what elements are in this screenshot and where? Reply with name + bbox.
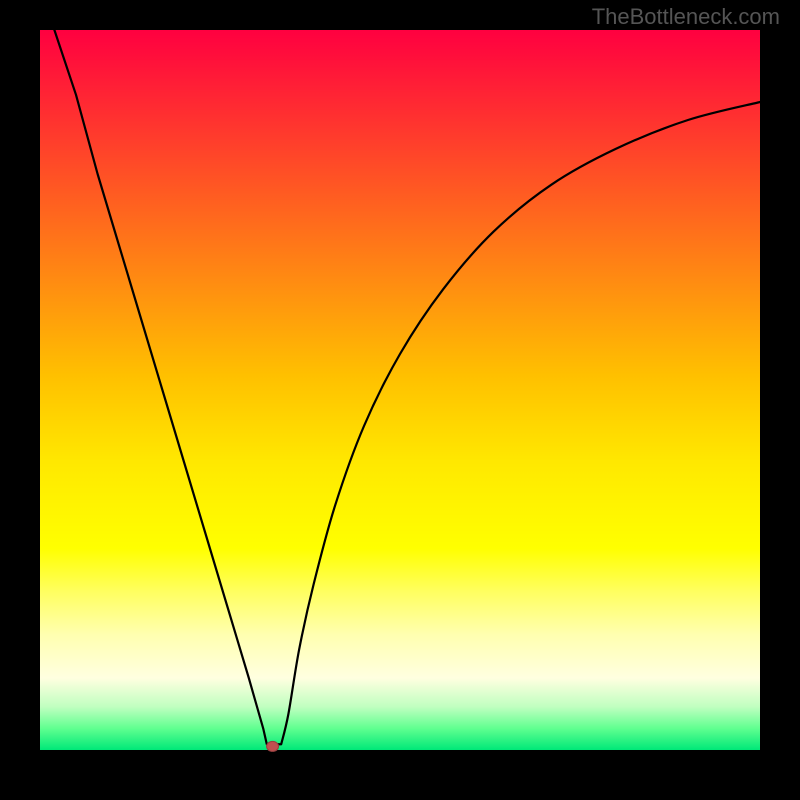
bottleneck-chart [0,0,800,800]
watermark-text: TheBottleneck.com [592,4,780,30]
chart-container: TheBottleneck.com [0,0,800,800]
minimum-marker [267,741,279,751]
plot-gradient-background [40,30,760,750]
